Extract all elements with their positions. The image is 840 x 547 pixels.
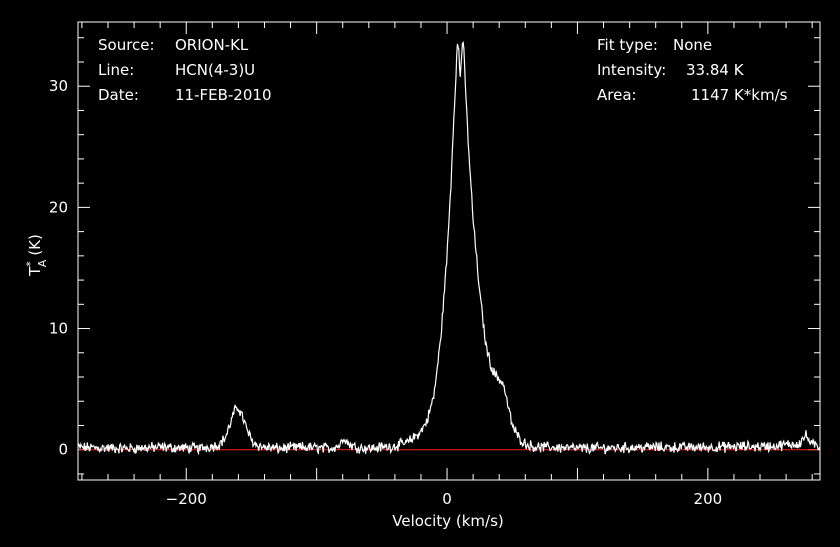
y-axis-superscript: *	[24, 261, 37, 267]
y-tick-label: 20	[49, 198, 68, 216]
date-value: 11-FEB-2010	[175, 86, 271, 104]
y-axis-subscript: A	[36, 259, 49, 267]
y-axis-unit: (K)	[26, 234, 44, 256]
info-block: Source: ORION-KL Line: HCN(4-3)U Date: 1…	[98, 36, 788, 104]
y-tick-label: 30	[49, 77, 68, 95]
fit-type-label: Fit type:	[597, 36, 658, 54]
source-value: ORION-KL	[175, 36, 249, 54]
plot-frame	[77, 21, 821, 481]
y-axis-label-text: T*A (K)	[24, 234, 49, 277]
intensity-value: 33.84 K	[686, 61, 745, 79]
tick-marks	[78, 22, 820, 480]
line-value: HCN(4-3)U	[175, 61, 255, 79]
area-value: 1147 K*km/s	[691, 86, 788, 104]
date-label: Date:	[98, 86, 139, 104]
tick-labels: −200 0 200 0 10 20 30	[49, 77, 722, 508]
y-axis-label: T*A (K)	[24, 234, 49, 277]
intensity-label: Intensity:	[597, 61, 666, 79]
source-label: Source:	[98, 36, 155, 54]
x-tick-label: 200	[694, 490, 723, 508]
area-label: Area:	[597, 86, 637, 104]
fit-type-value: None	[673, 36, 712, 54]
y-axis-symbol: T	[26, 266, 44, 277]
x-tick-label: 0	[442, 490, 452, 508]
spectrum-series	[77, 40, 821, 456]
y-tick-label: 0	[58, 441, 68, 459]
y-tick-label: 10	[49, 320, 68, 338]
line-label: Line:	[98, 61, 134, 79]
x-tick-label: −200	[166, 490, 207, 508]
x-axis-label: Velocity (km/s)	[392, 512, 503, 530]
